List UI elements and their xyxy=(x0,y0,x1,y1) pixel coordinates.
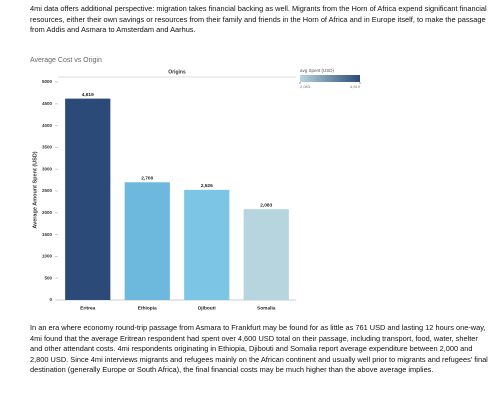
legend-title: avg Spent (USD) xyxy=(300,68,335,73)
intro-paragraph: 4mi data offers additional perspective: … xyxy=(30,4,487,35)
x-tick-label: Eritrea xyxy=(80,305,96,311)
bar xyxy=(65,98,111,300)
legend-scale xyxy=(300,75,360,82)
chart: Average Cost vs Origin Origins Average A… xyxy=(30,57,361,311)
body-paragraph: In an era where economy round-trip passa… xyxy=(30,323,488,375)
x-tick-label: Djibouti xyxy=(198,305,216,311)
bar xyxy=(243,209,289,300)
y-tick-label: 500 xyxy=(44,275,52,280)
y-tick-label: 2500 xyxy=(42,188,53,193)
value-label: 2,083 xyxy=(260,202,272,208)
y-tick-label: 1000 xyxy=(42,254,53,259)
value-label: 4,619 xyxy=(82,92,94,98)
y-tick-label: 4500 xyxy=(42,101,53,106)
y-tick-label: 5000 xyxy=(42,79,53,84)
bar xyxy=(124,182,170,300)
y-tick-label: 3000 xyxy=(42,166,53,171)
bar xyxy=(184,189,230,300)
y-tick-label: 2000 xyxy=(42,210,53,215)
x-tick-label: Somalia xyxy=(257,305,276,311)
chart-title: Average Cost vs Origin xyxy=(30,57,102,64)
y-tick-label: 4000 xyxy=(42,123,53,128)
value-label: 2,700 xyxy=(141,176,153,182)
y-axis-label: Average Amount Spent (USD) xyxy=(32,151,38,228)
y-tick-label: 0 xyxy=(49,297,52,302)
column-header: Origins xyxy=(168,69,186,75)
x-tick-label: Ethiopia xyxy=(138,305,157,311)
legend-tick-label: 4,619 xyxy=(350,84,361,89)
y-tick-label: 1500 xyxy=(42,232,53,237)
y-tick-label: 3500 xyxy=(42,145,53,150)
value-label: 2,526 xyxy=(201,183,213,189)
legend-tick-label: 2,083 xyxy=(300,84,311,89)
